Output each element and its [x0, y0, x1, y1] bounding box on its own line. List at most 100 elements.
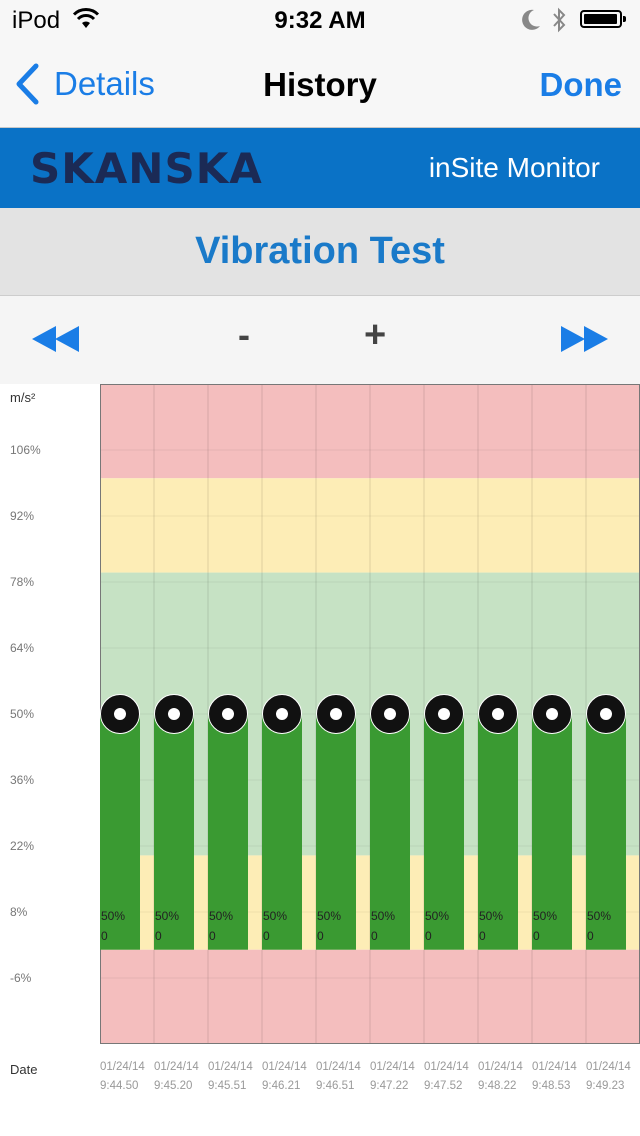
fast-forward-icon	[561, 326, 608, 352]
chevron-left-icon	[16, 63, 39, 105]
y-axis-label: m/s²	[10, 390, 36, 405]
back-button[interactable]: Details	[14, 63, 155, 105]
bar-count-label: 0	[155, 929, 162, 943]
done-button[interactable]: Done	[539, 66, 623, 103]
bar-value-label: 50%	[533, 909, 557, 923]
x-tick-label: 01/24/14 9:48.22	[478, 1058, 530, 1096]
bar-value-label: 50%	[101, 909, 125, 923]
bar-value-label: 50%	[209, 909, 233, 923]
x-tick-label: 01/24/14 9:44.50	[100, 1058, 152, 1096]
bar	[532, 714, 572, 950]
data-point-center	[438, 708, 450, 720]
x-tick-label: 01/24/14 9:45.20	[154, 1058, 206, 1096]
bar-count-label: 0	[479, 929, 486, 943]
sensor-header: Vibration Test	[0, 208, 640, 296]
rewind-icon	[32, 326, 79, 352]
back-button-label: Details	[54, 65, 155, 102]
x-tick-time: 9:45.20	[154, 1080, 193, 1092]
x-tick-label: 01/24/14 9:46.51	[316, 1058, 368, 1096]
bar	[100, 714, 140, 950]
bar-value-label: 50%	[371, 909, 395, 923]
x-tick-time: 9:45.51	[208, 1080, 247, 1092]
x-tick-time: 9:48.22	[478, 1080, 517, 1092]
x-tick-date: 01/24/14	[370, 1061, 415, 1073]
x-tick-time: 9:47.22	[370, 1080, 409, 1092]
data-point-center	[492, 708, 504, 720]
threshold-band	[100, 478, 640, 573]
x-axis-label: Date	[10, 1062, 38, 1077]
threshold-band	[100, 949, 640, 1044]
zoom-in-button[interactable]: +	[364, 314, 387, 356]
bar	[262, 714, 302, 950]
zoom-out-button[interactable]: -	[238, 314, 250, 355]
fast-forward-button[interactable]	[560, 324, 608, 359]
status-bar: iPod 9:32 AM	[0, 0, 640, 40]
x-tick-label: 01/24/14 9:47.22	[370, 1058, 422, 1096]
bar	[424, 714, 464, 950]
moon-icon	[520, 8, 542, 37]
bar-count-label: 0	[209, 929, 216, 943]
bar-count-label: 0	[533, 929, 540, 943]
x-tick-date: 01/24/14	[586, 1061, 631, 1073]
x-tick-label: 01/24/14 9:45.51	[208, 1058, 260, 1096]
x-tick-time: 9:49.23	[586, 1080, 625, 1092]
x-tick-label: 01/24/14 9:49.23	[586, 1058, 638, 1096]
x-tick-time: 9:48.53	[532, 1080, 571, 1092]
data-point-center	[114, 708, 126, 720]
x-tick-date: 01/24/14	[100, 1061, 145, 1073]
bar	[370, 714, 410, 950]
y-tick-label: 8%	[10, 905, 28, 919]
clock: 9:32 AM	[274, 7, 366, 34]
rewind-button[interactable]	[32, 324, 80, 359]
y-tick-label: 36%	[10, 773, 35, 787]
bar	[586, 714, 626, 950]
bar-value-label: 50%	[263, 909, 287, 923]
y-tick-label: 92%	[10, 509, 35, 523]
bar	[316, 714, 356, 950]
x-tick-date: 01/24/14	[532, 1061, 577, 1073]
x-tick-time: 9:46.21	[262, 1080, 301, 1092]
bar-count-label: 0	[371, 929, 378, 943]
bar-count-label: 0	[587, 929, 594, 943]
wifi-icon	[72, 8, 100, 35]
battery-icon	[580, 10, 626, 28]
bar	[478, 714, 518, 950]
bar-count-label: 0	[317, 929, 324, 943]
bar-value-label: 50%	[479, 909, 503, 923]
x-tick-date: 01/24/14	[154, 1061, 199, 1073]
x-tick-time: 9:47.52	[424, 1080, 463, 1092]
skanska-logo: SKANSKA	[30, 144, 263, 193]
data-point-center	[276, 708, 288, 720]
bar-count-label: 0	[101, 929, 108, 943]
carrier-label: iPod	[12, 7, 61, 34]
x-tick-date: 01/24/14	[478, 1061, 523, 1073]
data-point-center	[546, 708, 558, 720]
bar-value-label: 50%	[155, 909, 179, 923]
x-tick-date: 01/24/14	[208, 1061, 253, 1073]
x-tick-label: 01/24/14 9:47.52	[424, 1058, 476, 1096]
data-point-center	[168, 708, 180, 720]
x-tick-label: 01/24/14 9:46.21	[262, 1058, 314, 1096]
x-tick-date: 01/24/14	[424, 1061, 469, 1073]
x-tick-date: 01/24/14	[316, 1061, 361, 1073]
data-point-center	[222, 708, 234, 720]
x-tick-label: 01/24/14 9:48.53	[532, 1058, 584, 1096]
x-tick-date: 01/24/14	[262, 1061, 307, 1073]
data-point-center	[330, 708, 342, 720]
y-tick-label: 64%	[10, 641, 35, 655]
bar-value-label: 50%	[317, 909, 341, 923]
app-name: inSite Monitor	[428, 152, 600, 183]
page-title: History	[263, 66, 377, 103]
bar-count-label: 0	[425, 929, 432, 943]
data-point-center	[600, 708, 612, 720]
threshold-band	[100, 384, 640, 479]
x-tick-time: 9:44.50	[100, 1080, 139, 1092]
bar-value-label: 50%	[587, 909, 611, 923]
bluetooth-icon	[550, 6, 568, 39]
y-tick-label: 50%	[10, 707, 35, 721]
sensor-title: Vibration Test	[195, 230, 445, 272]
bar-count-label: 0	[263, 929, 270, 943]
brand-header: SKANSKA inSite Monitor	[0, 128, 640, 208]
y-tick-label: -6%	[10, 971, 32, 985]
